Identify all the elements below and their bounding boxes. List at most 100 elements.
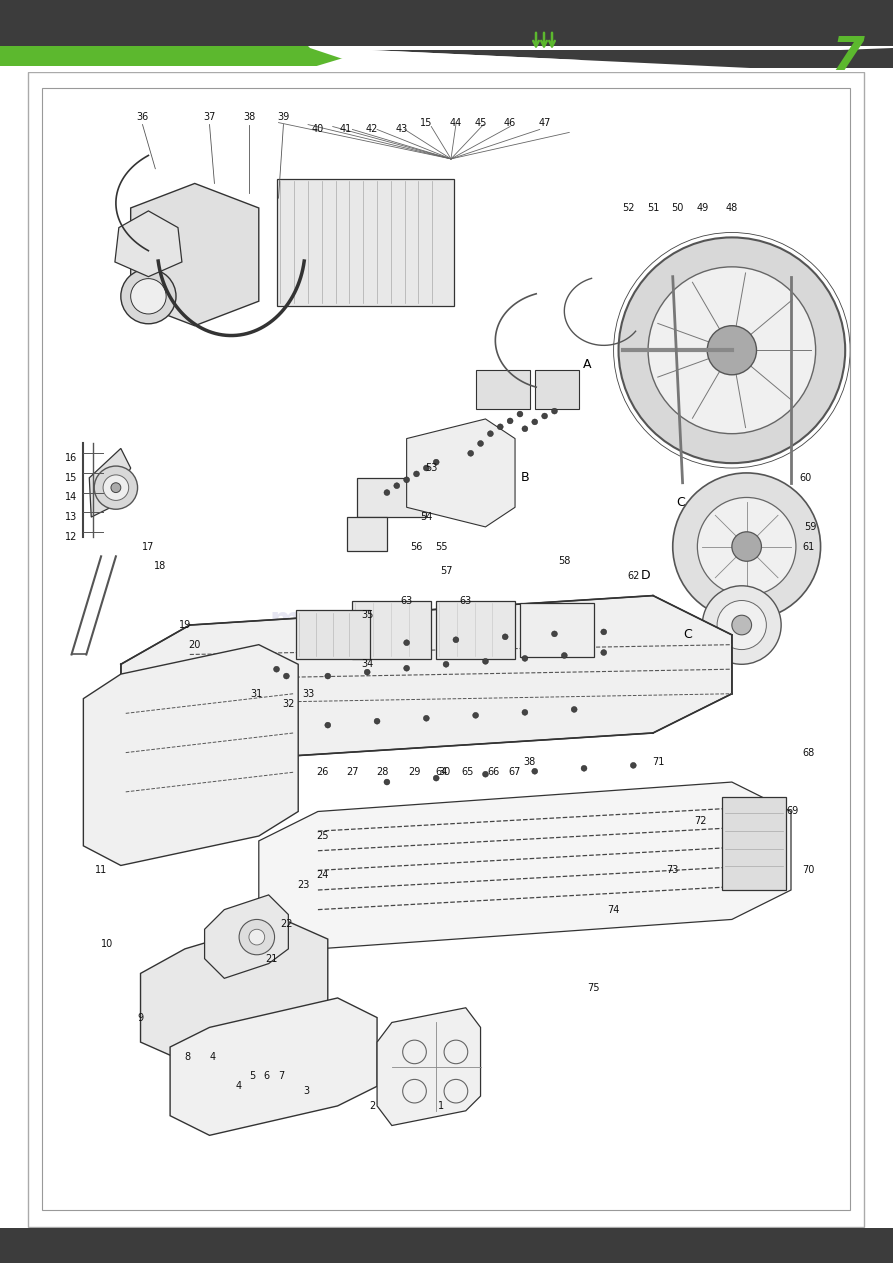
Text: 50: 50: [672, 203, 684, 213]
Text: 48: 48: [726, 203, 738, 213]
Circle shape: [404, 666, 410, 671]
Circle shape: [497, 424, 504, 429]
Text: 31: 31: [251, 688, 263, 698]
FancyBboxPatch shape: [476, 370, 530, 409]
Circle shape: [702, 586, 781, 664]
Polygon shape: [130, 183, 259, 326]
Circle shape: [648, 266, 815, 433]
Circle shape: [542, 413, 547, 419]
FancyBboxPatch shape: [277, 178, 454, 306]
Text: D: D: [640, 570, 650, 582]
Circle shape: [423, 715, 430, 721]
Text: 13: 13: [65, 512, 78, 522]
FancyBboxPatch shape: [296, 610, 371, 659]
Circle shape: [732, 532, 762, 561]
Text: 9: 9: [138, 1013, 144, 1023]
Circle shape: [183, 240, 206, 264]
Circle shape: [423, 465, 430, 471]
Circle shape: [384, 490, 390, 495]
Text: 66: 66: [488, 767, 499, 777]
Text: 27: 27: [346, 767, 359, 777]
Text: 63: 63: [460, 596, 472, 605]
Text: 73: 73: [666, 865, 679, 875]
Circle shape: [532, 419, 538, 424]
Text: 10: 10: [101, 938, 113, 949]
Polygon shape: [259, 782, 791, 949]
Text: 75: 75: [588, 983, 600, 993]
Text: 4: 4: [210, 1052, 215, 1062]
Circle shape: [522, 655, 528, 662]
Text: 43: 43: [396, 125, 408, 134]
Text: 39: 39: [278, 111, 289, 121]
Circle shape: [532, 768, 538, 774]
Polygon shape: [170, 998, 377, 1135]
Polygon shape: [140, 919, 328, 1062]
Text: 18: 18: [154, 561, 166, 571]
Circle shape: [572, 706, 577, 712]
Text: 57: 57: [440, 566, 452, 576]
Text: 1: 1: [438, 1101, 444, 1111]
Text: 3: 3: [303, 1086, 309, 1096]
Text: 55: 55: [435, 542, 447, 552]
Circle shape: [507, 418, 513, 424]
Circle shape: [249, 930, 264, 945]
Text: 12: 12: [65, 532, 78, 542]
Circle shape: [433, 775, 439, 781]
Circle shape: [581, 765, 587, 772]
Circle shape: [433, 460, 439, 465]
Text: 68: 68: [803, 748, 815, 758]
Text: 34: 34: [361, 659, 373, 669]
Circle shape: [413, 471, 420, 477]
Text: 49: 49: [697, 203, 708, 213]
Text: 15: 15: [65, 472, 78, 482]
Circle shape: [103, 475, 129, 500]
Text: 33: 33: [302, 688, 314, 698]
Text: 22: 22: [280, 919, 293, 930]
Text: 58: 58: [558, 556, 571, 566]
Polygon shape: [0, 48, 370, 68]
Text: 63: 63: [400, 596, 413, 605]
Polygon shape: [89, 448, 130, 517]
Text: 30: 30: [438, 767, 450, 777]
Polygon shape: [0, 0, 893, 68]
Circle shape: [601, 649, 606, 655]
Circle shape: [522, 426, 528, 432]
Text: manualmachine.com: manualmachine.com: [270, 606, 622, 634]
Text: B: B: [521, 471, 530, 484]
Text: 56: 56: [410, 542, 422, 552]
Text: 51: 51: [647, 203, 659, 213]
Text: 65: 65: [462, 767, 474, 777]
Circle shape: [552, 408, 557, 414]
Polygon shape: [370, 51, 893, 68]
Circle shape: [325, 673, 330, 679]
Circle shape: [517, 412, 523, 417]
Text: C: C: [683, 629, 692, 642]
Text: 21: 21: [265, 954, 278, 964]
Text: 35: 35: [361, 610, 373, 620]
Text: 72: 72: [694, 816, 706, 826]
Text: 62: 62: [627, 571, 639, 581]
FancyBboxPatch shape: [436, 600, 515, 659]
Text: 59: 59: [805, 522, 817, 532]
Text: A: A: [583, 359, 591, 371]
Text: 7: 7: [279, 1071, 285, 1081]
Text: 5: 5: [249, 1071, 255, 1081]
Circle shape: [717, 600, 766, 649]
Text: 26: 26: [317, 767, 329, 777]
Polygon shape: [204, 895, 288, 979]
Circle shape: [697, 498, 796, 596]
FancyBboxPatch shape: [357, 477, 426, 517]
Text: 4: 4: [236, 1081, 242, 1091]
Circle shape: [325, 722, 330, 727]
Circle shape: [364, 669, 371, 676]
Circle shape: [482, 772, 488, 777]
Text: 7: 7: [831, 35, 864, 81]
Text: 8: 8: [185, 1052, 191, 1062]
Text: 42: 42: [366, 125, 379, 134]
Circle shape: [468, 451, 473, 456]
Polygon shape: [0, 45, 368, 66]
Circle shape: [601, 629, 606, 635]
Circle shape: [672, 472, 821, 620]
Circle shape: [394, 482, 400, 489]
Text: 61: 61: [803, 542, 815, 552]
